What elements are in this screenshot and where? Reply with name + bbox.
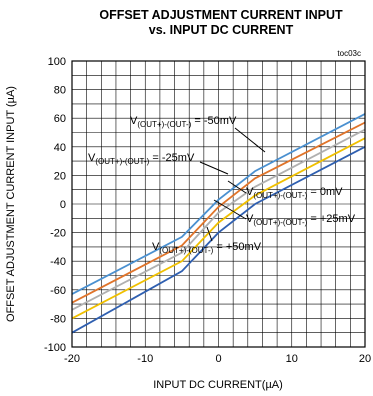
series-line-2: [71, 121, 366, 304]
x-tick-label: 20: [359, 353, 371, 365]
series-group: [71, 113, 366, 334]
annotation-label: V(OUT+)-(OUT-) = +50mV: [152, 241, 262, 255]
chart-note: toc03c: [337, 49, 361, 58]
series-line-4: [71, 137, 366, 320]
annotation-leader: [227, 180, 247, 194]
annotation-value: = +25mV: [307, 213, 355, 225]
annotation-main: V: [246, 213, 254, 225]
y-tick-label: -40: [50, 256, 66, 268]
series-line-1: [71, 113, 366, 295]
annotation-label: V(OUT+)-(OUT-) = +25mV: [246, 213, 356, 227]
y-tick-label: 40: [54, 142, 66, 154]
annotation-main: V: [152, 241, 160, 253]
y-tick-label: 0: [60, 199, 66, 211]
annotation-sub: (OUT+)-(OUT-): [253, 191, 307, 200]
chart-subtitle: vs. INPUT DC CURRENT: [149, 23, 294, 37]
annotation-sub: (OUT+)-(OUT-): [137, 120, 191, 129]
annotation-main: V: [246, 186, 254, 198]
annotation-sub: (OUT+)-(OUT-): [159, 246, 213, 255]
x-tick-label: -10: [137, 353, 153, 365]
series-line-5: [71, 146, 366, 334]
x-axis-label: INPUT DC CURRENT(µA): [153, 379, 283, 391]
annotation-label: V(OUT+)-(OUT-) = -50mV: [130, 115, 237, 129]
annotation-value: = -25mV: [149, 152, 195, 164]
y-tick-label: 100: [48, 56, 66, 68]
annotation-label: V(OUT+)-(OUT-) = -25mV: [88, 152, 195, 166]
annotation-leader: [234, 127, 266, 153]
annotation-label: V(OUT+)-(OUT-) = 0mV: [246, 186, 343, 200]
annotation-leader: [213, 199, 247, 220]
chart-title: OFFSET ADJUSTMENT CURRENT INPUT: [99, 8, 343, 22]
y-axis-label: OFFSET ADJUSTMENT CURRENT INPUT (µA): [5, 86, 17, 322]
annotation-value: = 0mV: [307, 186, 343, 198]
annotation-sub: (OUT+)-(OUT-): [253, 218, 307, 227]
annotation-leader: [199, 161, 229, 175]
y-tick-label: -80: [50, 313, 66, 325]
grid: [72, 61, 365, 347]
annotation-leader: [206, 226, 213, 242]
y-tick-label: -100: [44, 342, 66, 354]
x-tick-label: -20: [64, 353, 80, 365]
y-tick-label: -20: [50, 228, 66, 240]
y-tick-label: 60: [54, 113, 66, 125]
annotation-value: = +50mV: [213, 241, 261, 253]
y-tick-label: -60: [50, 285, 66, 297]
plot-frame: [71, 60, 366, 348]
y-tick-label: 20: [54, 170, 66, 182]
annotation-main: V: [88, 152, 96, 164]
x-tick-label: 0: [215, 353, 221, 365]
annotation-sub: (OUT+)-(OUT-): [95, 157, 149, 166]
annotation-main: V: [130, 115, 138, 127]
y-tick-label: 80: [54, 85, 66, 97]
x-tick-label: 10: [286, 353, 298, 365]
series-line-3: [71, 128, 366, 311]
annotation-value: = -50mV: [191, 115, 237, 127]
